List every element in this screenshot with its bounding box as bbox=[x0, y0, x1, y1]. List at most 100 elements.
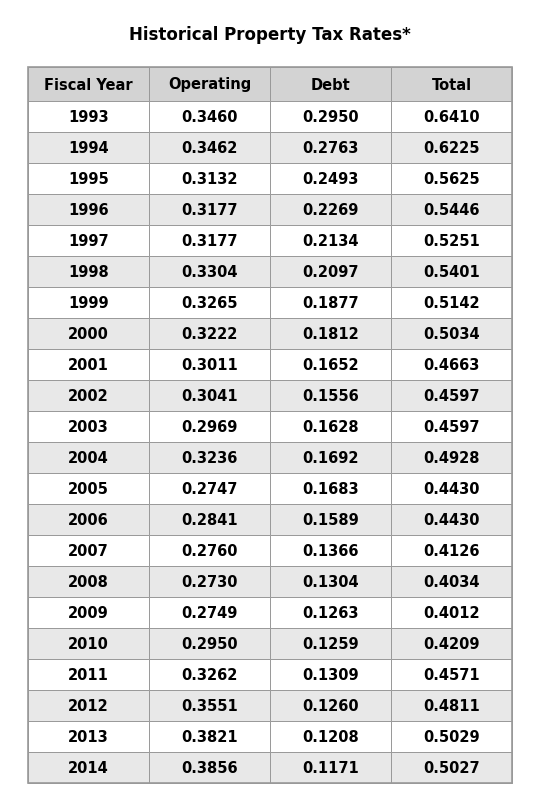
Text: 0.2749: 0.2749 bbox=[181, 606, 238, 620]
Bar bbox=[149, 566, 270, 597]
Text: 2013: 2013 bbox=[68, 729, 109, 744]
Text: 0.2134: 0.2134 bbox=[302, 233, 359, 249]
Text: 0.1628: 0.1628 bbox=[302, 419, 359, 435]
Text: 2000: 2000 bbox=[68, 326, 109, 342]
Text: 0.3462: 0.3462 bbox=[181, 141, 238, 156]
Bar bbox=[391, 504, 512, 535]
Bar bbox=[28, 691, 149, 721]
Bar bbox=[270, 659, 391, 691]
Bar bbox=[149, 133, 270, 164]
Text: 0.1171: 0.1171 bbox=[302, 760, 359, 775]
Bar bbox=[28, 380, 149, 411]
Text: Operating: Operating bbox=[168, 78, 251, 92]
Text: Debt: Debt bbox=[310, 78, 350, 92]
Text: 2010: 2010 bbox=[68, 636, 109, 651]
Bar bbox=[391, 411, 512, 443]
Text: 1999: 1999 bbox=[68, 296, 109, 310]
Text: 0.3265: 0.3265 bbox=[181, 296, 238, 310]
Text: 0.5029: 0.5029 bbox=[423, 729, 480, 744]
Text: 2005: 2005 bbox=[68, 481, 109, 496]
Bar bbox=[28, 102, 149, 133]
Bar bbox=[149, 380, 270, 411]
Bar bbox=[28, 597, 149, 628]
Bar bbox=[28, 288, 149, 318]
Bar bbox=[149, 504, 270, 535]
Bar bbox=[149, 195, 270, 225]
Text: Total: Total bbox=[431, 78, 471, 92]
Bar bbox=[391, 691, 512, 721]
Bar bbox=[391, 164, 512, 195]
Bar bbox=[270, 443, 391, 473]
Text: 0.4663: 0.4663 bbox=[423, 358, 480, 373]
Bar bbox=[28, 473, 149, 504]
Bar bbox=[391, 721, 512, 752]
Text: Historical Property Tax Rates*: Historical Property Tax Rates* bbox=[129, 26, 411, 44]
Text: 1998: 1998 bbox=[68, 265, 109, 280]
Text: 0.5034: 0.5034 bbox=[423, 326, 480, 342]
Text: 0.3460: 0.3460 bbox=[181, 110, 238, 125]
Bar bbox=[391, 225, 512, 257]
Text: 0.2747: 0.2747 bbox=[181, 481, 238, 496]
Bar bbox=[149, 628, 270, 659]
Text: 0.2760: 0.2760 bbox=[181, 543, 238, 558]
Text: 1994: 1994 bbox=[68, 141, 109, 156]
Text: 0.4034: 0.4034 bbox=[423, 574, 480, 589]
Bar bbox=[28, 164, 149, 195]
Bar bbox=[270, 628, 391, 659]
Text: 0.5251: 0.5251 bbox=[423, 233, 480, 249]
Bar bbox=[28, 257, 149, 288]
Text: 0.1309: 0.1309 bbox=[302, 667, 359, 683]
Bar bbox=[149, 752, 270, 783]
Text: 0.4597: 0.4597 bbox=[423, 388, 480, 403]
Bar bbox=[391, 380, 512, 411]
Text: 0.5027: 0.5027 bbox=[423, 760, 480, 775]
Text: 0.2950: 0.2950 bbox=[302, 110, 359, 125]
Bar bbox=[270, 691, 391, 721]
Text: 0.4012: 0.4012 bbox=[423, 606, 480, 620]
Text: 0.1652: 0.1652 bbox=[302, 358, 359, 373]
Bar bbox=[391, 597, 512, 628]
Bar bbox=[28, 566, 149, 597]
Text: *Property tax rates per $100 of taxable value.: *Property tax rates per $100 of taxable … bbox=[28, 801, 334, 802]
Text: 2014: 2014 bbox=[68, 760, 109, 775]
Text: 0.4571: 0.4571 bbox=[423, 667, 480, 683]
Bar bbox=[28, 443, 149, 473]
Bar bbox=[270, 164, 391, 195]
Bar bbox=[270, 535, 391, 566]
Bar bbox=[270, 318, 391, 350]
Bar bbox=[270, 380, 391, 411]
Bar bbox=[391, 195, 512, 225]
Text: 1993: 1993 bbox=[68, 110, 109, 125]
Bar bbox=[149, 288, 270, 318]
Bar bbox=[270, 257, 391, 288]
Bar bbox=[149, 102, 270, 133]
Text: 2003: 2003 bbox=[68, 419, 109, 435]
Text: 0.4430: 0.4430 bbox=[423, 481, 480, 496]
Bar bbox=[270, 68, 391, 102]
Text: 0.1692: 0.1692 bbox=[302, 451, 359, 465]
Text: 0.3262: 0.3262 bbox=[181, 667, 238, 683]
Bar bbox=[28, 721, 149, 752]
Bar bbox=[270, 102, 391, 133]
Text: 0.5401: 0.5401 bbox=[423, 265, 480, 280]
Text: 0.1304: 0.1304 bbox=[302, 574, 359, 589]
Bar bbox=[391, 318, 512, 350]
Bar bbox=[28, 68, 512, 783]
Text: 2006: 2006 bbox=[68, 512, 109, 528]
Text: 0.4928: 0.4928 bbox=[423, 451, 480, 465]
Bar bbox=[28, 504, 149, 535]
Bar bbox=[391, 133, 512, 164]
Text: 2002: 2002 bbox=[68, 388, 109, 403]
Bar bbox=[270, 288, 391, 318]
Text: 0.3177: 0.3177 bbox=[181, 233, 238, 249]
Bar bbox=[149, 659, 270, 691]
Text: 0.2950: 0.2950 bbox=[181, 636, 238, 651]
Bar bbox=[149, 350, 270, 380]
Bar bbox=[149, 443, 270, 473]
Text: 0.3856: 0.3856 bbox=[181, 760, 238, 775]
Text: 0.6410: 0.6410 bbox=[423, 110, 480, 125]
Text: 0.2269: 0.2269 bbox=[302, 203, 359, 217]
Text: 0.3177: 0.3177 bbox=[181, 203, 238, 217]
Text: 2004: 2004 bbox=[68, 451, 109, 465]
Bar bbox=[149, 411, 270, 443]
